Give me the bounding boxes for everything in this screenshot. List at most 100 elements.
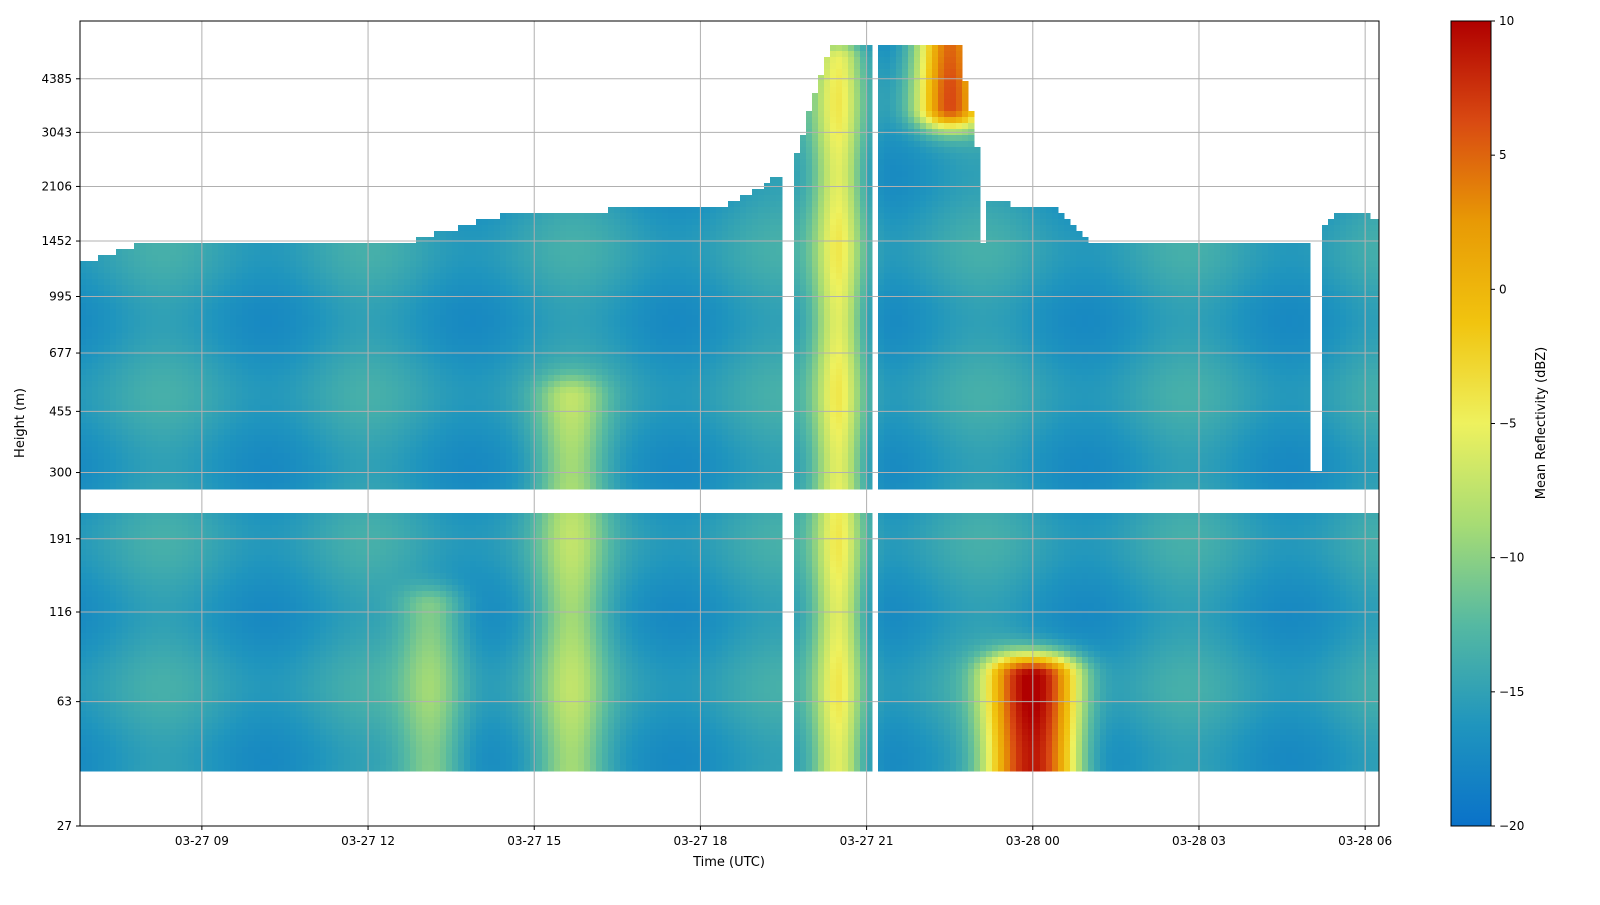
heatmap-cell [254, 303, 261, 310]
heatmap-cell [110, 537, 117, 544]
heatmap-cell [110, 705, 117, 712]
heatmap-cell [344, 621, 351, 628]
heatmap-cell [320, 585, 327, 592]
heatmap-cell [254, 285, 261, 292]
heatmap-cell [86, 285, 93, 292]
heatmap-cell [230, 411, 237, 418]
heatmap-cell [398, 291, 405, 298]
heatmap-cell [428, 363, 435, 370]
heatmap-cell [188, 417, 195, 424]
heatmap-cell [116, 381, 123, 388]
heatmap-cell [254, 417, 261, 424]
heatmap-cell [308, 243, 315, 250]
heatmap-cell [356, 621, 363, 628]
heatmap-cell [326, 765, 333, 772]
heatmap-cell [236, 375, 243, 382]
heatmap-cell [116, 723, 123, 730]
heatmap-cell [230, 303, 237, 310]
heatmap-cell [278, 339, 285, 346]
heatmap-cell [416, 267, 423, 274]
heatmap-cell [230, 687, 237, 694]
heatmap-cell [314, 735, 321, 742]
heatmap-cell [236, 621, 243, 628]
heatmap-cell [350, 255, 357, 262]
heatmap-cell [218, 513, 225, 520]
heatmap-cell [182, 369, 189, 376]
heatmap-cell [224, 417, 231, 424]
heatmap-cell [110, 465, 117, 472]
heatmap-cell [128, 621, 135, 628]
heatmap-cell [290, 459, 297, 466]
heatmap-cell [128, 627, 135, 634]
heatmap-cell [386, 579, 393, 586]
heatmap-cell [176, 309, 183, 316]
heatmap-cell [416, 597, 423, 604]
heatmap-cell [110, 561, 117, 568]
heatmap-cell [164, 723, 171, 730]
heatmap-cell [254, 249, 261, 256]
heatmap-cell [410, 279, 417, 286]
heatmap-cell [314, 567, 321, 574]
heatmap-cell [386, 387, 393, 394]
heatmap-cell [182, 459, 189, 466]
heatmap-cell [182, 351, 189, 358]
heatmap-cell [236, 711, 243, 718]
heatmap-cell [80, 585, 87, 592]
heatmap-cell [380, 663, 387, 670]
heatmap-cell [392, 249, 399, 256]
heatmap-cell [218, 285, 225, 292]
heatmap-cell [296, 375, 303, 382]
heatmap-cell [290, 537, 297, 544]
heatmap-cell [386, 765, 393, 772]
heatmap-cell [140, 681, 147, 688]
heatmap-cell [416, 519, 423, 526]
heatmap-cell [296, 723, 303, 730]
heatmap-cell [236, 567, 243, 574]
heatmap-cell [212, 687, 219, 694]
heatmap-cell [260, 351, 267, 358]
heatmap-cell [236, 531, 243, 538]
heatmap-cell [200, 315, 207, 322]
heatmap-cell [368, 363, 375, 370]
heatmap-cell [188, 519, 195, 526]
heatmap-cell [368, 279, 375, 286]
heatmap-cell [290, 525, 297, 532]
heatmap-cell [308, 615, 315, 622]
heatmap-cell [434, 315, 441, 322]
heatmap-cell [92, 741, 99, 748]
heatmap-cell [308, 291, 315, 298]
heatmap-cell [296, 261, 303, 268]
heatmap-cell [356, 435, 363, 442]
heatmap-cell [188, 657, 195, 664]
heatmap-cell [290, 567, 297, 574]
heatmap-cell [326, 645, 333, 652]
heatmap-cell [398, 297, 405, 304]
heatmap-cell [326, 687, 333, 694]
heatmap-cell [176, 579, 183, 586]
heatmap-cell [242, 537, 249, 544]
heatmap-cell [356, 423, 363, 430]
heatmap-cell [320, 471, 327, 478]
heatmap-cell [152, 357, 159, 364]
heatmap-cell [242, 735, 249, 742]
heatmap-cell [230, 423, 237, 430]
heatmap-cell [344, 351, 351, 358]
heatmap-cell [128, 663, 135, 670]
heatmap-cell [374, 261, 381, 268]
heatmap-cell [200, 519, 207, 526]
heatmap-cell [386, 303, 393, 310]
heatmap-cell [188, 441, 195, 448]
heatmap-cell [314, 411, 321, 418]
heatmap-cell [320, 675, 327, 682]
heatmap-cell [338, 441, 345, 448]
heatmap-cell [194, 465, 201, 472]
heatmap-cell [182, 753, 189, 760]
heatmap-cell [368, 477, 375, 484]
heatmap-cell [410, 429, 417, 436]
heatmap-cell [176, 447, 183, 454]
heatmap-cell [374, 321, 381, 328]
heatmap-cell [338, 627, 345, 634]
heatmap-cell [164, 555, 171, 562]
heatmap-cell [326, 615, 333, 622]
heatmap-cell [314, 321, 321, 328]
